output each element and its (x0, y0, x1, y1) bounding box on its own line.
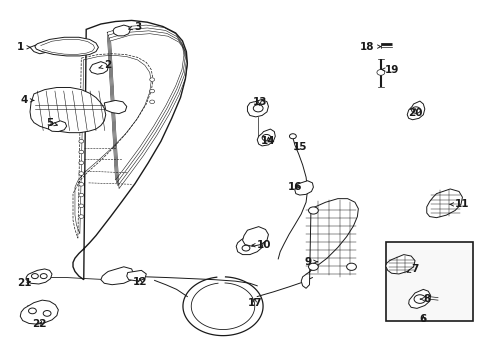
Polygon shape (35, 37, 98, 56)
Text: 14: 14 (261, 136, 276, 146)
Text: 13: 13 (252, 97, 267, 107)
Text: 7: 7 (407, 264, 419, 274)
Polygon shape (30, 87, 106, 133)
Text: 6: 6 (420, 314, 427, 324)
Text: 16: 16 (288, 182, 302, 192)
Polygon shape (236, 234, 264, 255)
Polygon shape (386, 255, 415, 274)
Circle shape (412, 107, 420, 113)
Circle shape (309, 263, 318, 270)
Polygon shape (113, 25, 130, 36)
Circle shape (414, 295, 426, 303)
Circle shape (79, 204, 84, 208)
Circle shape (28, 308, 36, 314)
Circle shape (253, 105, 263, 112)
Polygon shape (90, 62, 108, 74)
Circle shape (43, 311, 51, 316)
Circle shape (40, 274, 47, 279)
Text: 15: 15 (293, 142, 307, 152)
Polygon shape (49, 121, 67, 132)
Circle shape (79, 193, 84, 197)
Polygon shape (295, 181, 314, 195)
Circle shape (31, 274, 38, 279)
Circle shape (79, 172, 84, 175)
Polygon shape (407, 101, 425, 120)
Circle shape (150, 78, 155, 81)
Text: 5: 5 (46, 118, 57, 128)
Polygon shape (257, 129, 275, 146)
Circle shape (150, 89, 155, 93)
Text: 11: 11 (450, 199, 470, 210)
Text: 17: 17 (247, 298, 262, 308)
Polygon shape (30, 44, 47, 54)
Circle shape (377, 69, 385, 75)
Polygon shape (301, 199, 358, 288)
Text: 8: 8 (420, 294, 430, 304)
Polygon shape (127, 270, 147, 281)
Circle shape (290, 134, 296, 139)
Polygon shape (243, 226, 269, 246)
Text: 20: 20 (408, 108, 422, 118)
Text: 10: 10 (252, 240, 271, 250)
Polygon shape (26, 269, 52, 284)
Text: 1: 1 (17, 42, 30, 52)
Polygon shape (409, 289, 431, 309)
Circle shape (79, 139, 84, 143)
Text: 12: 12 (133, 277, 147, 287)
Circle shape (79, 129, 84, 132)
Text: 18: 18 (360, 42, 381, 51)
Circle shape (242, 245, 250, 251)
Polygon shape (73, 21, 187, 280)
Text: 19: 19 (382, 64, 399, 75)
Polygon shape (247, 99, 269, 117)
Circle shape (79, 215, 84, 219)
Text: 21: 21 (17, 278, 31, 288)
Circle shape (150, 100, 155, 104)
Circle shape (79, 183, 84, 186)
Circle shape (79, 161, 84, 165)
Bar (386, 242, 473, 320)
Text: 2: 2 (99, 60, 112, 70)
Text: 4: 4 (21, 95, 34, 105)
Polygon shape (104, 100, 127, 114)
Polygon shape (101, 267, 134, 285)
Text: 9: 9 (305, 257, 318, 267)
Text: 22: 22 (32, 319, 47, 329)
Text: 3: 3 (128, 22, 141, 32)
Circle shape (346, 263, 356, 270)
Polygon shape (427, 189, 463, 218)
Circle shape (262, 134, 271, 141)
Circle shape (79, 150, 84, 154)
Circle shape (309, 207, 318, 214)
Polygon shape (20, 300, 58, 324)
